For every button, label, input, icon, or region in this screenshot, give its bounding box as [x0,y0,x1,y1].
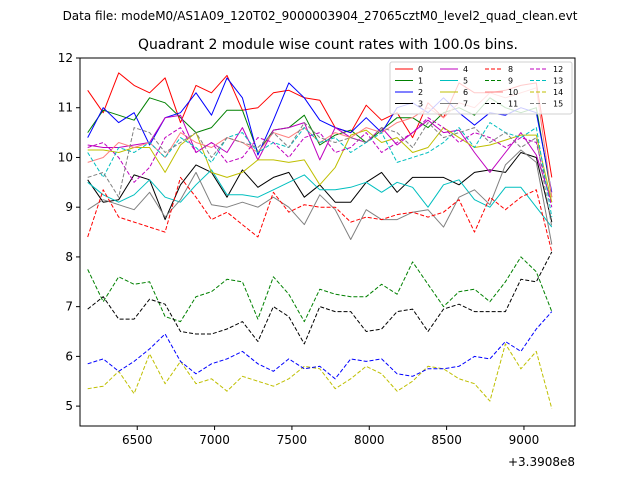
y-tick-label-10: 10 [58,150,73,164]
y-tick-label-7: 7 [65,300,73,314]
series-line-14 [87,343,553,409]
x-tick-label-6500: 6500 [122,433,153,447]
y-tick-label-12: 12 [58,51,73,65]
legend-label-14: 14 [553,88,563,97]
x-axis-offset-label: +3.3908e8 [508,455,575,469]
series-line-12 [87,117,553,208]
y-tick-label-9: 9 [65,200,73,214]
y-tick-label-8: 8 [65,250,73,264]
series-line-4 [87,114,553,203]
legend-label-12: 12 [553,65,563,74]
series-line-13 [87,122,553,218]
chart-title: Quadrant 2 module wise count rates with … [138,37,518,53]
y-tick-label-5: 5 [65,399,73,413]
legend-label-5: 5 [463,77,468,86]
legend-label-2: 2 [418,88,423,97]
series-line-7 [87,149,553,245]
axes-frame [79,57,576,427]
legend-label-15: 15 [553,100,563,109]
legend-label-1: 1 [418,77,423,86]
series-line-15 [87,122,553,228]
legend-label-13: 13 [553,77,563,86]
series-line-1 [87,97,553,198]
legend-label-8: 8 [508,65,513,74]
legend-label-7: 7 [463,100,468,109]
legend-label-9: 9 [508,77,513,86]
legend-box [389,61,573,115]
x-tick-label-7500: 7500 [277,433,308,447]
x-tick-label-8000: 8000 [354,433,385,447]
series-line-5 [87,169,553,228]
x-tick-label-9000: 9000 [509,433,540,447]
x-tick-label-8500: 8500 [431,433,462,447]
series-line-11 [87,251,553,345]
y-tick-label-11: 11 [58,101,73,115]
series-line-8 [87,176,553,253]
legend-label-10: 10 [508,88,518,97]
legend-label-3: 3 [418,100,423,109]
legend-label-6: 6 [463,88,468,97]
x-tick-label-7000: 7000 [199,433,230,447]
legend-label-11: 11 [508,100,518,109]
series-line-ch-16 [87,311,553,380]
series-line-9 [87,256,553,323]
chart-suptitle: Data file: modeM0/AS1A09_120T02_90000039… [63,9,578,23]
legend-label-4: 4 [463,65,468,74]
y-tick-label-6: 6 [65,349,73,363]
plot-area: 6500 7000 7500 8000 8500 90005678910111201234… [58,51,576,447]
legend-label-0: 0 [418,65,423,74]
